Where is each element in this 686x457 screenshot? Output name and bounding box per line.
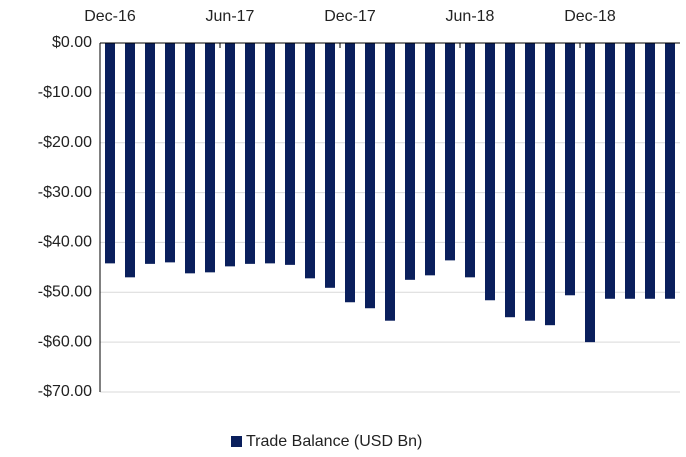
bar	[285, 43, 295, 265]
bar	[565, 43, 575, 296]
bar	[505, 43, 515, 318]
y-tick-label: -$60.00	[38, 333, 92, 350]
x-tick-label: Dec-16	[84, 8, 136, 25]
legend-label: Trade Balance (USD Bn)	[246, 433, 422, 450]
bar	[525, 43, 535, 321]
y-tick-label: -$40.00	[38, 234, 92, 251]
bar	[345, 43, 355, 303]
bar	[605, 43, 615, 299]
x-tick-label: Dec-17	[324, 8, 376, 25]
y-tick-label: -$30.00	[38, 184, 92, 201]
bar	[485, 43, 495, 301]
bar	[225, 43, 235, 267]
legend-swatch	[231, 436, 242, 447]
y-tick-label: $0.00	[52, 34, 92, 51]
bar	[125, 43, 135, 278]
bar	[365, 43, 375, 309]
bar	[545, 43, 555, 326]
y-tick-label: -$50.00	[38, 284, 92, 301]
bar	[465, 43, 475, 278]
y-tick-label: -$10.00	[38, 84, 92, 101]
bar	[325, 43, 335, 288]
bar	[445, 43, 455, 261]
bar	[245, 43, 255, 264]
bar	[165, 43, 175, 263]
bar	[265, 43, 275, 264]
bar	[185, 43, 195, 274]
bar	[105, 43, 115, 264]
y-tick-label: -$20.00	[38, 134, 92, 151]
bar	[645, 43, 655, 299]
bar	[145, 43, 155, 264]
x-tick-label: Dec-18	[564, 8, 616, 25]
x-tick-label: Jun-17	[206, 8, 255, 25]
x-tick-label: Jun-18	[446, 8, 495, 25]
bar	[425, 43, 435, 276]
bar	[665, 43, 675, 299]
bar	[405, 43, 415, 280]
bar	[305, 43, 315, 279]
bar	[205, 43, 215, 273]
bar	[625, 43, 635, 299]
bar	[385, 43, 395, 321]
bar	[585, 43, 595, 343]
y-tick-label: -$70.00	[38, 383, 92, 400]
